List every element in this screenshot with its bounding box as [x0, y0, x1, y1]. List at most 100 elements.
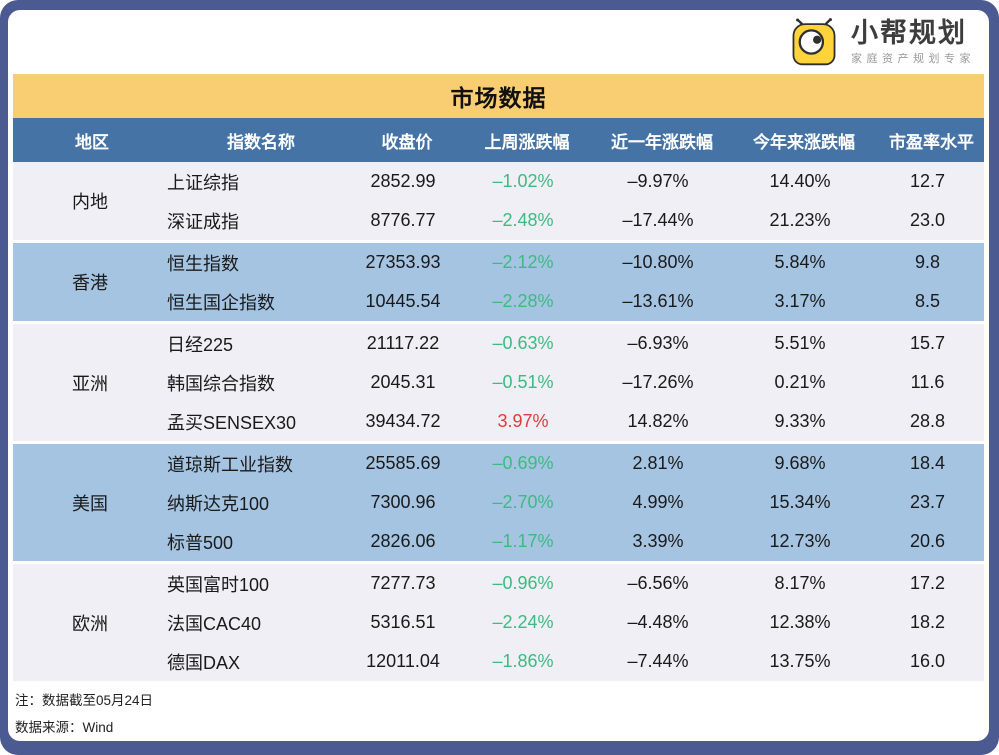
column-header-region: 地区: [75, 132, 109, 152]
region-section: 美国 道琼斯工业指数 25585.69 –0.69% 2.81% 9.68% 1…: [13, 441, 984, 561]
cell-close-price: 7300.96: [370, 492, 436, 512]
cell-week-change: –2.24%: [492, 612, 554, 632]
cell-ytd-change: 12.38%: [769, 612, 831, 632]
cell-pe-level: 12.7: [909, 171, 946, 191]
cell-ytd-change: 3.17%: [774, 291, 826, 311]
table-row: 标普500 2826.06 –1.17% 3.39% 12.73% 20.6: [167, 522, 984, 561]
cell-close-price: 2826.06: [370, 531, 436, 551]
column-header-index-name: 指数名称: [227, 132, 295, 152]
cell-index-name: 标普500: [167, 532, 234, 553]
cell-ytd-change: 15.34%: [769, 492, 831, 512]
cell-year-change: –7.44%: [627, 651, 689, 671]
cell-week-change: –2.70%: [492, 492, 554, 512]
region-rows: 道琼斯工业指数 25585.69 –0.69% 2.81% 9.68% 18.4…: [167, 444, 984, 561]
column-header-year-change: 近一年涨跌幅: [611, 132, 713, 152]
cell-close-price: 7277.73: [370, 573, 436, 593]
cell-week-change: –2.48%: [492, 210, 554, 230]
cell-close-price: 10445.54: [365, 291, 441, 311]
brand-name: 小帮规划: [851, 18, 967, 49]
cell-close-price: 39434.72: [365, 411, 441, 431]
cell-year-change: –17.44%: [622, 210, 694, 230]
cell-pe-level: 23.0: [909, 210, 946, 230]
cell-close-price: 12011.04: [366, 651, 440, 671]
cell-ytd-change: 21.23%: [769, 210, 831, 230]
cell-index-name: 韩国综合指数: [167, 373, 275, 394]
table-row: 恒生指数 27353.93 –2.12% –10.80% 5.84% 9.8: [167, 243, 984, 282]
market-data-table: 市场数据 地区 指数名称 收盘价 上周涨跌幅 近一年涨跌幅 今年来涨跌幅 市盈率…: [13, 74, 984, 681]
cell-week-change: –0.96%: [492, 573, 554, 593]
cell-ytd-change: 13.75%: [769, 651, 831, 671]
table-body: 内地 上证综指 2852.99 –1.02% –9.97% 14.40% 12.…: [13, 162, 984, 681]
table-row: 孟买SENSEX30 39434.72 3.97% 14.82% 9.33% 2…: [167, 402, 984, 441]
cell-close-price: 2852.99: [370, 171, 436, 191]
column-header-ytd-change: 今年来涨跌幅: [753, 132, 855, 152]
cell-year-change: 2.81%: [632, 453, 684, 473]
cell-index-name: 英国富时100: [167, 574, 270, 595]
table-row: 法国CAC40 5316.51 –2.24% –4.48% 12.38% 18.…: [167, 603, 984, 642]
cell-index-name: 上证综指: [167, 172, 239, 193]
cell-week-change: –0.51%: [492, 372, 554, 392]
cell-ytd-change: 0.21%: [774, 372, 826, 392]
cell-pe-level: 18.4: [909, 453, 946, 473]
cell-pe-level: 11.6: [910, 372, 945, 392]
cell-close-price: 5316.51: [370, 612, 436, 632]
cell-year-change: 3.39%: [632, 531, 684, 551]
table-row: 深证成指 8776.77 –2.48% –17.44% 21.23% 23.0: [167, 201, 984, 240]
cell-week-change: –1.17%: [492, 531, 554, 551]
brand-tagline: 家庭资产规划专家: [851, 52, 975, 65]
table-row: 纳斯达克100 7300.96 –2.70% 4.99% 15.34% 23.7: [167, 483, 984, 522]
region-label: 欧洲: [72, 613, 108, 634]
cell-year-change: –17.26%: [622, 372, 694, 392]
mascot-face-icon: [792, 18, 836, 66]
cell-pe-level: 20.6: [909, 531, 946, 551]
cell-year-change: –10.80%: [622, 252, 694, 272]
cell-week-change: –1.02%: [492, 171, 554, 191]
cell-pe-level: 23.7: [909, 492, 946, 512]
cell-year-change: 14.82%: [627, 411, 689, 431]
column-header-pe-level: 市盈率水平: [889, 132, 974, 152]
cell-index-name: 深证成指: [167, 211, 239, 232]
region-rows: 恒生指数 27353.93 –2.12% –10.80% 5.84% 9.8 恒…: [167, 243, 984, 321]
cell-index-name: 恒生国企指数: [167, 292, 275, 313]
cell-year-change: –6.56%: [627, 573, 689, 593]
note-data-cutoff: 注：数据截至05月24日: [15, 693, 154, 708]
cell-close-price: 27353.93: [365, 252, 441, 272]
brand-logo: 小帮规划 家庭资产规划专家: [787, 17, 975, 67]
region-label: 内地: [72, 192, 108, 212]
region-section: 香港 恒生指数 27353.93 –2.12% –10.80% 5.84% 9.…: [13, 240, 984, 321]
cell-ytd-change: 9.68%: [774, 453, 826, 473]
table-row: 日经225 21117.22 –0.63% –6.93% 5.51% 15.7: [167, 324, 984, 363]
cell-year-change: –6.93%: [627, 333, 689, 353]
cell-week-change: –2.28%: [492, 291, 554, 311]
table-row: 恒生国企指数 10445.54 –2.28% –13.61% 3.17% 8.5: [167, 282, 984, 321]
cell-ytd-change: 5.84%: [774, 252, 826, 272]
cell-ytd-change: 12.73%: [769, 531, 831, 551]
region-label: 香港: [72, 273, 108, 293]
cell-pe-level: 9.8: [914, 252, 941, 272]
cell-week-change: –0.63%: [492, 333, 554, 353]
table-row: 韩国综合指数 2045.31 –0.51% –17.26% 0.21% 11.6: [167, 363, 984, 402]
cell-week-change: –1.86%: [492, 651, 554, 671]
region-rows: 日经225 21117.22 –0.63% –6.93% 5.51% 15.7 …: [167, 324, 984, 441]
table-header-row: 地区 指数名称 收盘价 上周涨跌幅 近一年涨跌幅 今年来涨跌幅 市盈率水平: [13, 118, 984, 162]
column-header-close: 收盘价: [381, 132, 433, 152]
cell-ytd-change: 8.17%: [774, 573, 826, 593]
cell-year-change: –9.97%: [627, 171, 689, 191]
table-title-bar: 市场数据: [13, 74, 984, 118]
cell-year-change: –13.61%: [622, 291, 694, 311]
cell-close-price: 25585.69: [365, 453, 441, 473]
cell-week-change: –2.12%: [492, 252, 554, 272]
column-header-week-change: 上周涨跌幅: [484, 132, 570, 152]
cell-close-price: 21117.22: [366, 333, 440, 353]
table-title: 市场数据: [450, 85, 547, 111]
region-section: 欧洲 英国富时100 7277.73 –0.96% –6.56% 8.17% 1…: [13, 561, 984, 681]
cell-year-change: 4.99%: [632, 492, 684, 512]
cell-index-name: 纳斯达克100: [167, 493, 270, 514]
region-section: 内地 上证综指 2852.99 –1.02% –9.97% 14.40% 12.…: [13, 162, 984, 240]
brand-text: 小帮规划 家庭资产规划专家: [851, 18, 975, 65]
cell-close-price: 8776.77: [370, 210, 436, 230]
cell-index-name: 日经225: [167, 334, 234, 355]
cell-ytd-change: 5.51%: [774, 333, 826, 353]
content-panel: 小帮规划 家庭资产规划专家 市场数据 地区 指数名称 收盘价 上周涨跌幅 近一年…: [8, 10, 989, 741]
